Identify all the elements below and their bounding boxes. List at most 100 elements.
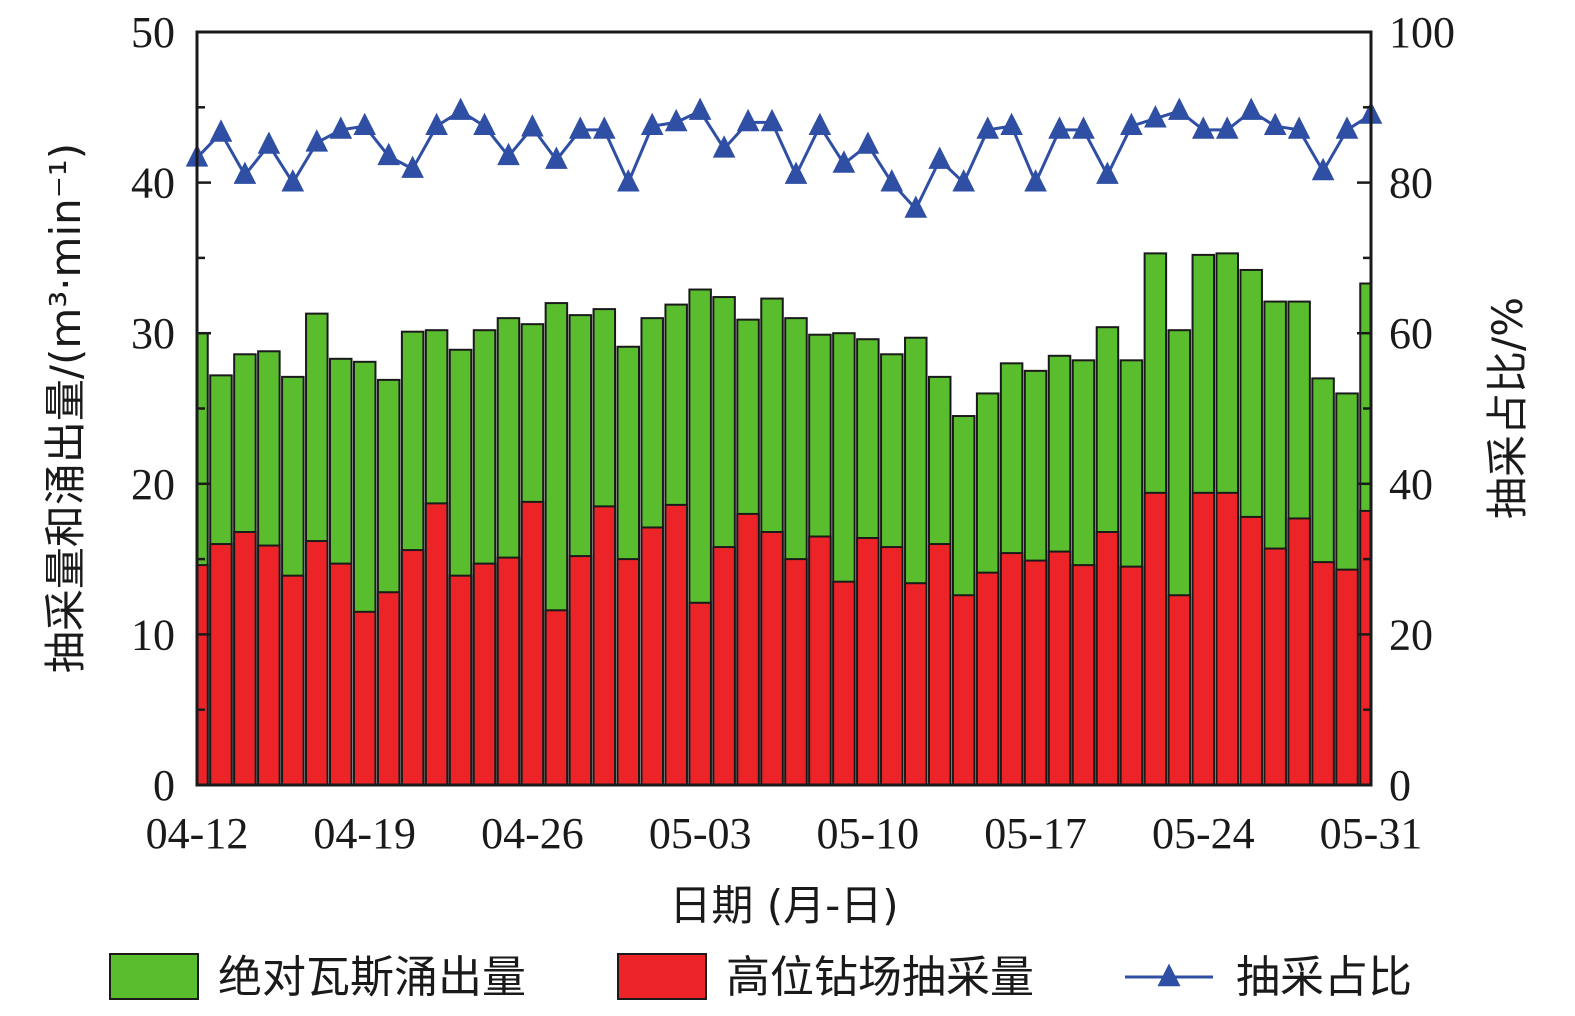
bar-extraction-04-26 [520,500,545,785]
ratio-marker-05-16 [1000,112,1023,135]
ratio-marker-05-29 [1311,157,1335,181]
ratio-marker-05-30 [1335,116,1359,139]
x-tick-label: 05-03 [649,809,752,858]
ratio-marker-05-17 [1024,169,1047,192]
bar-extraction-05-18 [1047,550,1072,785]
ratio-marker-04-21 [401,155,424,178]
bar-extraction-05-28 [1287,517,1311,785]
ratio-marker-04-30 [616,169,640,192]
bar-extraction-05-02 [664,503,688,785]
y-axis-title-right: 抽采占比/% [1483,297,1532,519]
ratio-marker-05-10 [856,131,880,154]
ratio-marker-05-14 [952,169,976,192]
ratio-marker-05-13 [928,146,952,169]
bar-extraction-05-03 [688,601,712,785]
ratio-marker-05-12 [904,195,928,218]
ratio-marker-05-11 [880,169,904,192]
bar-extraction-05-31 [1359,509,1371,785]
legend-triangle-marker [1157,963,1181,987]
bar-extraction-05-08 [808,535,832,785]
bar-extraction-05-23 [1167,594,1192,785]
bar-extraction-04-29 [592,505,617,785]
y-tick-label-left: 50 [131,8,175,57]
ratio-marker-05-01 [640,112,664,135]
y-tick-label-right: 0 [1389,761,1411,810]
ratio-marker-05-05 [736,108,760,132]
bar-extraction-05-17 [1023,559,1048,785]
y-tick-label-right: 80 [1389,159,1433,208]
bar-extraction-05-16 [999,552,1024,785]
bar-extraction-04-12 [197,564,209,785]
ratio-line [195,109,1372,212]
bar-extraction-05-14 [951,594,976,785]
ratio-marker-05-24 [1191,116,1215,139]
bar-extraction-05-04 [712,546,736,785]
ratio-marker-05-21 [1120,112,1143,135]
bar-extraction-04-17 [305,540,329,785]
legend-label-line: 抽采占比 [1236,952,1412,1003]
bar-extraction-05-20 [1095,530,1120,785]
ratio-marker-04-17 [305,129,329,152]
ratio-marker-05-19 [1072,116,1095,139]
x-axis-title: 日期 (月-日) [669,881,898,930]
x-tick-label: 04-12 [146,809,249,858]
bar-extraction-04-25 [496,556,521,785]
bar-extraction-05-21 [1119,565,1144,785]
red-bars [197,491,1371,785]
bar-extraction-05-15 [975,571,1000,785]
y-tick-label-left: 40 [131,159,175,208]
legend: 绝对瓦斯涌出量 高位钻场抽采量 抽采占比 [109,952,1412,1003]
bar-extraction-05-12 [904,582,928,785]
ratio-marker-05-09 [832,150,856,173]
y-tick-label-left: 30 [131,309,175,358]
y-tick-label-left: 20 [131,460,175,509]
bar-extraction-04-15 [257,544,281,785]
bar-extraction-04-13 [209,543,233,785]
ratio-marker-04-26 [521,114,544,137]
bar-extraction-05-13 [927,543,952,785]
ratio-marker-05-23 [1167,97,1191,120]
bar-extraction-05-25 [1215,491,1239,785]
bar-extraction-05-06 [760,530,784,785]
y-tick-label-right: 20 [1389,610,1433,659]
ratio-marker-05-22 [1144,105,1167,128]
bar-extraction-05-11 [880,546,904,785]
bar-extraction-04-21 [400,549,425,785]
x-tick-label: 05-17 [984,809,1087,858]
legend-label-green: 绝对瓦斯涌出量 [218,952,526,1003]
ratio-marker-05-20 [1096,161,1119,184]
legend-swatch-green [109,953,199,1000]
ratio-marker-05-03 [688,97,712,120]
ratio-marker-04-23 [449,97,472,120]
bar-extraction-05-30 [1335,568,1359,785]
ratio-marker-04-13 [209,119,233,142]
y-axis-title-left: 抽采量和涌出量/(m³·min⁻¹) [41,143,90,673]
ratio-marker-05-06 [760,108,784,132]
ratio-marker-04-18 [329,116,353,139]
bar-extraction-05-07 [784,558,808,785]
y-tick-label-right: 100 [1389,8,1455,57]
bar-extraction-05-01 [640,526,664,785]
ratio-marker-04-22 [425,112,448,135]
bar-extraction-04-30 [616,558,641,785]
bar-extraction-05-09 [832,580,856,785]
x-tick-label: 05-31 [1320,809,1423,858]
ratio-line-layer [185,97,1383,218]
y-tick-label-right: 60 [1389,309,1433,358]
bar-extraction-04-28 [568,555,593,785]
ratio-marker-05-15 [976,116,1000,139]
bar-extraction-04-24 [472,562,497,785]
tick-labels: 0 10 20 30 40 50 0 20 40 60 80 100 04-12 04-19 04-26 05… [131,8,1455,858]
legend-label-red: 高位钻场抽采量 [726,952,1034,1003]
ratio-marker-05-02 [664,108,688,132]
bar-extraction-05-19 [1071,564,1096,785]
bar-extraction-04-20 [376,591,401,785]
bar-extraction-04-18 [329,562,353,785]
bar-extraction-04-16 [281,574,305,785]
ratio-marker-05-04 [712,135,736,158]
ratio-marker-05-18 [1048,116,1071,139]
ratio-marker-04-25 [497,142,520,166]
ratio-marker-04-20 [377,142,401,166]
ratio-marker-05-26 [1239,97,1263,120]
